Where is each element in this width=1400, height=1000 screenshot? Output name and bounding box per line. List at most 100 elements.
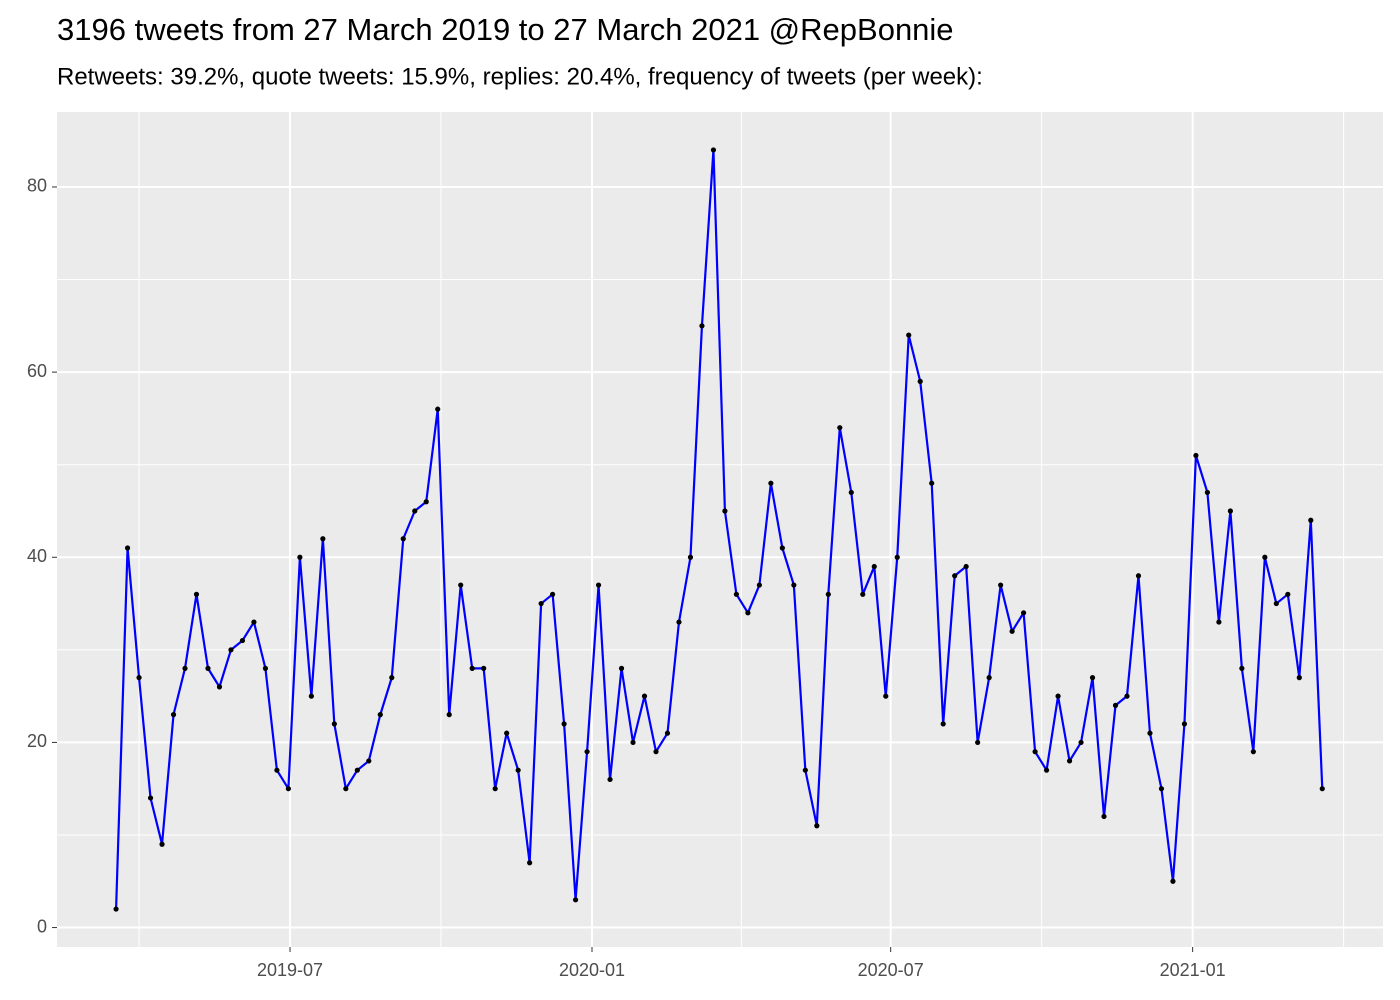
point xyxy=(699,323,705,329)
point xyxy=(331,721,337,727)
point xyxy=(170,712,177,718)
point xyxy=(630,739,636,746)
point xyxy=(733,591,740,597)
plot-panel xyxy=(57,112,1383,947)
point xyxy=(492,786,498,792)
point xyxy=(572,897,579,903)
y-tick-label: 20 xyxy=(27,731,47,751)
point xyxy=(756,582,762,588)
point xyxy=(860,591,866,597)
point xyxy=(251,619,257,625)
point xyxy=(894,554,900,560)
point xyxy=(1124,693,1130,699)
point xyxy=(1043,767,1050,773)
point xyxy=(297,554,303,560)
point xyxy=(550,591,556,597)
point xyxy=(1216,619,1222,625)
point xyxy=(446,712,452,718)
point xyxy=(1204,489,1211,496)
point xyxy=(515,767,521,773)
point xyxy=(653,749,659,755)
point xyxy=(607,776,613,783)
point xyxy=(676,619,682,625)
point xyxy=(906,332,912,338)
point xyxy=(1273,600,1279,607)
point xyxy=(1089,675,1096,681)
point xyxy=(618,665,625,671)
point xyxy=(182,665,188,671)
point xyxy=(458,582,464,588)
point xyxy=(1250,749,1256,755)
point xyxy=(584,749,590,755)
point xyxy=(262,665,269,671)
point xyxy=(1021,610,1027,616)
point xyxy=(883,693,889,699)
line xyxy=(114,148,1324,910)
point xyxy=(768,480,774,486)
point xyxy=(1319,786,1325,792)
point xyxy=(113,906,119,912)
point xyxy=(825,591,831,597)
point xyxy=(802,767,808,773)
point xyxy=(320,536,326,542)
point xyxy=(1101,813,1107,820)
point xyxy=(1112,702,1119,708)
point xyxy=(1078,739,1084,746)
point xyxy=(308,693,314,699)
point xyxy=(527,860,533,866)
x-tick-label: 2020-01 xyxy=(559,960,625,980)
point xyxy=(871,563,877,570)
point xyxy=(1158,786,1165,792)
point xyxy=(400,536,406,542)
point xyxy=(779,545,785,551)
point xyxy=(1147,730,1153,736)
point xyxy=(1170,878,1176,884)
x-tick-label: 2019-07 xyxy=(257,960,323,980)
point xyxy=(504,730,510,736)
point xyxy=(963,563,969,570)
point xyxy=(435,406,441,412)
point xyxy=(1135,573,1142,579)
point xyxy=(998,582,1004,588)
point xyxy=(1285,591,1291,597)
point xyxy=(1032,749,1038,755)
point xyxy=(147,795,154,801)
point xyxy=(343,786,349,792)
point xyxy=(389,675,395,681)
point xyxy=(377,712,383,718)
point xyxy=(791,582,797,588)
point xyxy=(285,786,291,792)
x-tick-label: 2020-07 xyxy=(858,960,924,980)
point xyxy=(205,665,211,671)
point xyxy=(124,545,131,551)
point xyxy=(354,767,360,773)
point xyxy=(814,823,820,829)
point xyxy=(837,425,843,431)
point xyxy=(1262,554,1268,560)
point xyxy=(228,647,234,653)
point xyxy=(745,610,751,616)
point xyxy=(412,508,418,514)
point xyxy=(595,582,602,588)
point xyxy=(952,573,958,579)
point xyxy=(423,499,429,505)
point xyxy=(561,721,567,727)
point xyxy=(1009,628,1015,634)
point xyxy=(710,147,717,153)
point xyxy=(1193,452,1199,459)
point xyxy=(641,693,648,699)
point xyxy=(848,489,854,496)
point xyxy=(664,730,671,736)
point xyxy=(986,675,992,681)
point xyxy=(929,480,935,486)
point xyxy=(239,637,246,644)
point xyxy=(159,841,165,847)
point xyxy=(1181,721,1188,727)
point xyxy=(722,508,728,514)
chart-subtitle: Retweets: 39.2%, quote tweets: 15.9%, re… xyxy=(57,63,983,90)
point xyxy=(687,554,694,560)
y-tick-label: 40 xyxy=(27,546,47,566)
point xyxy=(469,665,475,671)
point xyxy=(1055,693,1061,699)
